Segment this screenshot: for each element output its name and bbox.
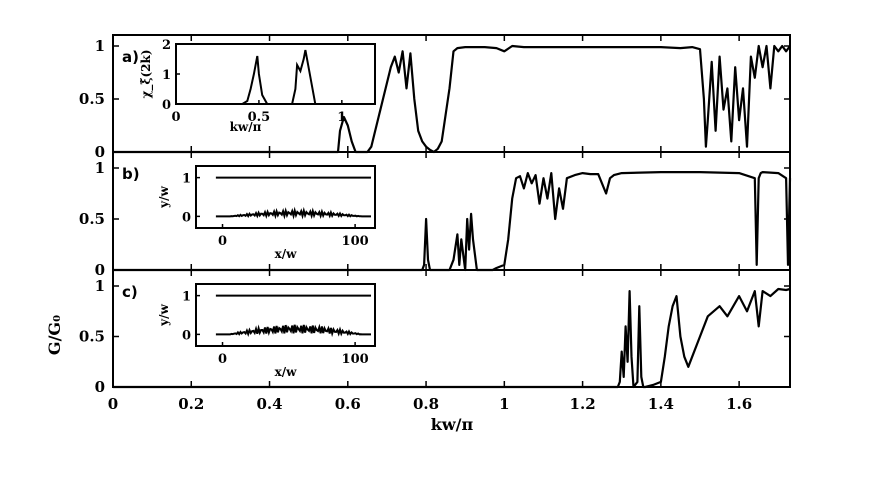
panel-c: 0 0.5 1 0 0.2 0.4 0.6 0.8 1 1.2 1.4 1.6 c) 0 100 0 1 x/w y… <box>79 269 791 413</box>
inset-x-tick-label: 100 <box>342 352 369 367</box>
x-tick-label: 0.8 <box>413 395 439 413</box>
y-tick-label: 0 <box>95 261 105 279</box>
inset-x-tick-label: 100 <box>342 234 369 249</box>
inset-x-tick-label: 0 <box>218 352 227 367</box>
conductance-line <box>113 171 792 272</box>
inset-bottom-edge <box>215 206 371 220</box>
inset-y-tick-label: 1 <box>162 68 171 83</box>
inset-b: 0 100 0 1 x/w y/w <box>157 165 376 261</box>
y-tick-label: 1 <box>95 159 105 177</box>
inset-frame <box>175 43 376 105</box>
inset-x-tick-label: 0 <box>171 110 180 125</box>
panel-label: c) <box>122 283 138 301</box>
x-tick-label: 0.2 <box>178 395 204 413</box>
x-tick-label: 0.6 <box>335 395 361 413</box>
inset-x-tick-label: 0.5 <box>248 110 271 125</box>
inset-y-tick-label: 2 <box>162 38 171 53</box>
inset-y-tick-label: 0 <box>182 328 191 343</box>
inset-x-label: x/w <box>275 365 298 379</box>
inset-y-tick-label: 1 <box>182 290 191 305</box>
inset-y-tick-label: 1 <box>182 172 191 187</box>
y-tick-label: 0 <box>95 378 105 396</box>
inset-x-label: kw/π <box>230 120 262 134</box>
inset-frame <box>195 165 376 229</box>
inset-y-label: y/w <box>157 303 171 326</box>
panel-b: 0 0.5 1 b) 0 100 0 1 x/w y/w <box>79 151 792 279</box>
conductance-line <box>113 44 791 154</box>
y-tick-label: 1 <box>95 277 105 295</box>
inset-susceptibility-line <box>176 49 375 105</box>
y-tick-label: 0 <box>95 143 105 161</box>
inset-x-tick-label: 0 <box>218 234 227 249</box>
x-tick-label: 1 <box>499 395 509 413</box>
inset-x-label: x/w <box>275 247 298 261</box>
y-tick-label: 0.5 <box>79 90 105 108</box>
y-tick-label: 1 <box>95 37 105 55</box>
inset-a: 0 0.5 1 0 1 2 kw/π χ_ξ̃(2k) <box>139 38 376 134</box>
inset-y-tick-label: 0 <box>162 98 171 113</box>
inset-y-tick-label: 0 <box>182 210 191 225</box>
x-axis-label: kw/π <box>431 415 474 434</box>
inset-frame <box>195 283 376 347</box>
x-tick-label: 1.4 <box>648 395 674 413</box>
x-tick-label: 0 <box>108 395 118 413</box>
x-tick-label: 0.4 <box>256 395 282 413</box>
inset-bottom-edge <box>215 323 371 338</box>
y-tick-label: 0.5 <box>79 328 105 346</box>
y-tick-label: 0.5 <box>79 210 105 228</box>
conductance-line <box>113 287 791 389</box>
inset-y-label: y/w <box>157 185 171 208</box>
panel-label: a) <box>122 48 139 66</box>
x-tick-label: 1.2 <box>570 395 596 413</box>
panel-a: 0 0.5 1 a) 0 0.5 1 0 1 2 kw/π χ_ξ̃(2k) <box>79 34 791 161</box>
inset-c: 0 100 0 1 x/w y/w <box>157 283 376 379</box>
x-tick-label: 1.6 <box>726 395 752 413</box>
inset-y-label: χ_ξ̃(2k) <box>139 49 154 98</box>
inset-x-tick-label: 1 <box>337 110 346 125</box>
panel-label: b) <box>122 165 140 183</box>
y-axis-label: G/G₀ <box>45 315 64 355</box>
